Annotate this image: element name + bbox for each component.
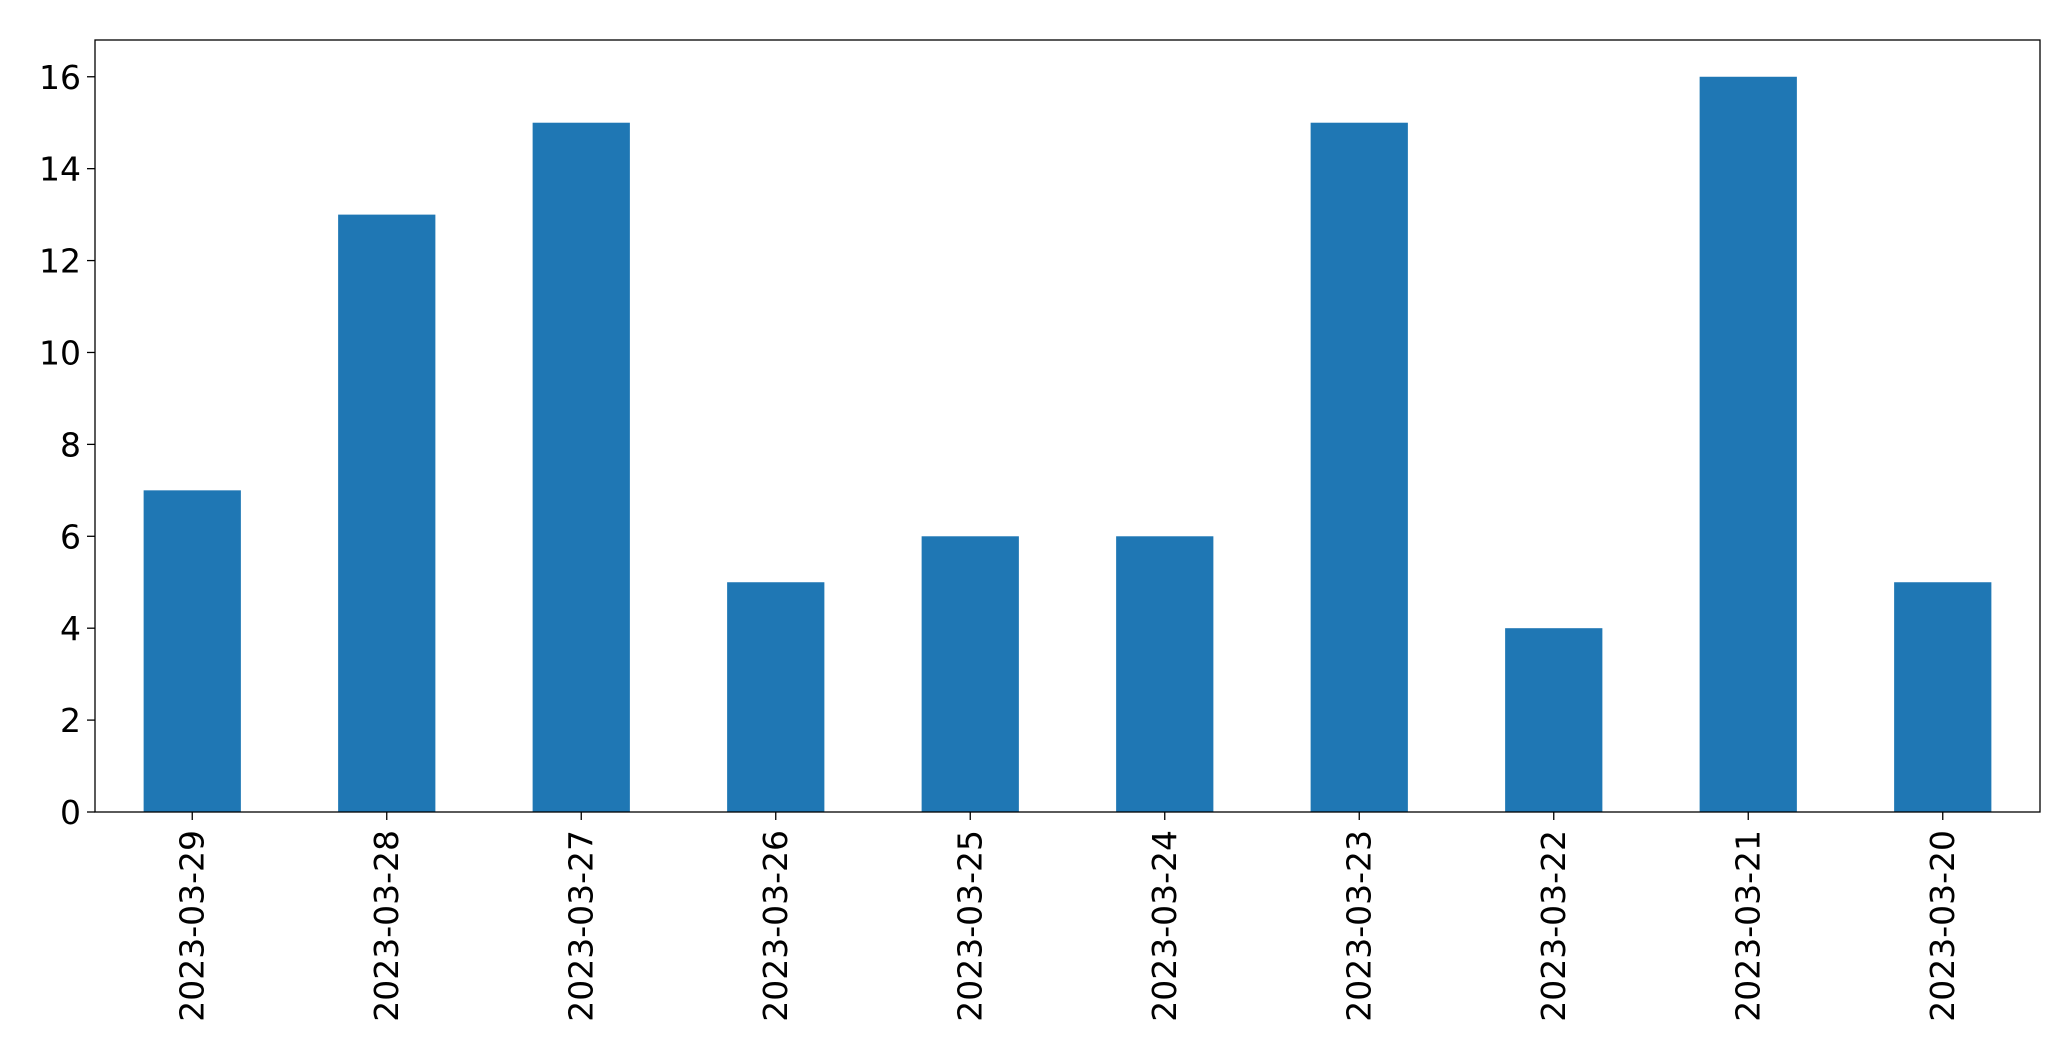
bars [143, 76, 1992, 813]
x-tick-label: 2023-03-22 [1534, 830, 1573, 1022]
x-tick-label: 2023-03-27 [561, 830, 600, 1022]
bar-2023-03-21 [1699, 76, 1797, 812]
y-tick-label: 10 [39, 333, 81, 372]
bar-2023-03-25 [921, 536, 1019, 812]
bar-2023-03-29 [143, 490, 241, 812]
x-tick-label: 2023-03-29 [172, 830, 211, 1022]
y-axis: 0 2 4 6 8 10 12 14 16 [39, 58, 95, 832]
y-tick-label: 12 [39, 242, 81, 281]
axis-frame [94, 39, 2041, 813]
x-axis: 2023-03-29 2023-03-28 2023-03-27 2023-03-26… [172, 812, 1962, 1022]
bar-2023-03-24 [1116, 536, 1214, 812]
y-tick-label: 16 [39, 58, 81, 97]
x-tick-label: 2023-03-23 [1339, 830, 1378, 1022]
x-tick-label: 2023-03-21 [1728, 830, 1767, 1022]
bar-2023-03-27 [532, 122, 630, 812]
bar-2023-03-20 [1894, 582, 1992, 812]
bar-2023-03-26 [727, 582, 825, 812]
y-tick-label: 2 [60, 701, 81, 740]
x-tick-label: 2023-03-25 [950, 830, 989, 1022]
bar-2023-03-22 [1505, 628, 1603, 812]
x-tick-label: 2023-03-20 [1923, 830, 1962, 1022]
y-tick-label: 8 [60, 425, 81, 464]
y-tick-label: 6 [60, 517, 81, 556]
x-tick-label: 2023-03-26 [756, 830, 795, 1022]
x-tick-label: 2023-03-28 [367, 830, 406, 1022]
y-tick-label: 0 [60, 793, 81, 832]
bar-2023-03-28 [338, 214, 436, 813]
x-tick-label: 2023-03-24 [1145, 830, 1184, 1022]
y-tick-label: 14 [39, 150, 81, 189]
y-tick-label: 4 [60, 609, 81, 648]
bar-2023-03-23 [1310, 122, 1408, 812]
